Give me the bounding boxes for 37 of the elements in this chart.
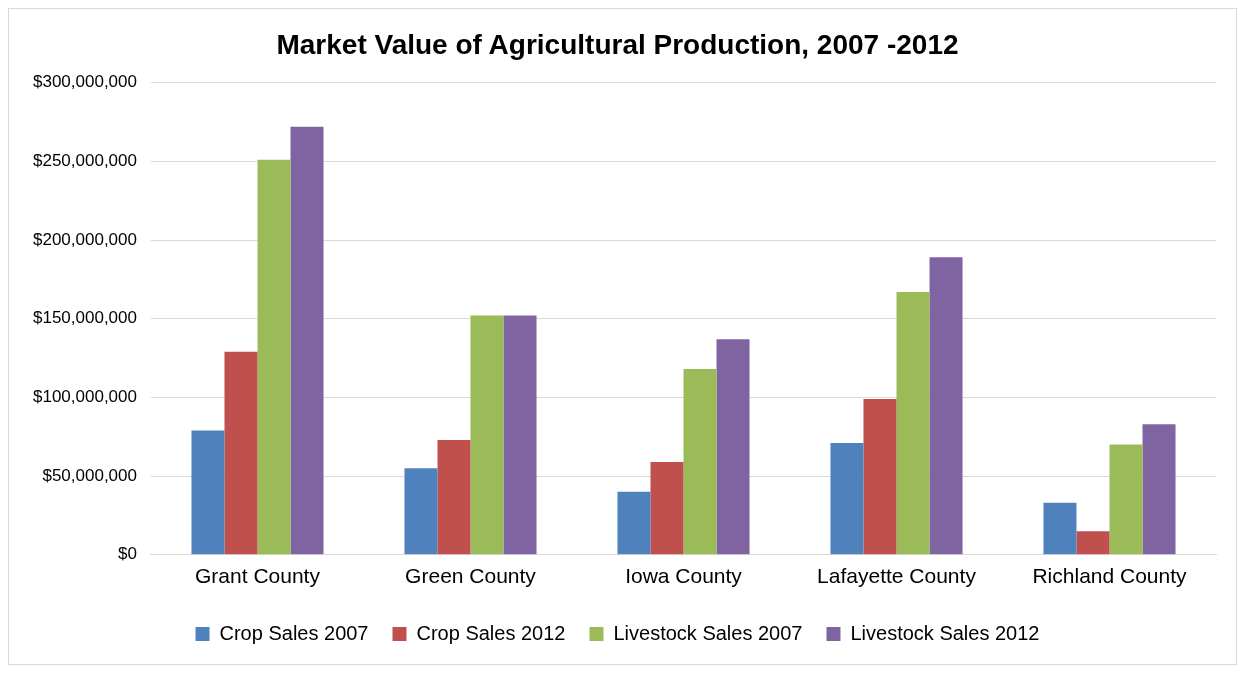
y-tick-label: $200,000,000 bbox=[32, 229, 137, 249]
chart-title: Market Value of Agricultural Production, 2007 -2012 bbox=[276, 28, 959, 60]
bar bbox=[716, 339, 750, 555]
legend-label: Livestock Sales 2007 bbox=[613, 621, 803, 644]
y-tick-label: $150,000,000 bbox=[32, 308, 137, 328]
bar bbox=[830, 443, 864, 555]
x-tick-label: Iowa County bbox=[625, 564, 743, 588]
bar bbox=[503, 315, 537, 555]
bar bbox=[437, 439, 471, 555]
bar bbox=[470, 315, 504, 555]
bar bbox=[896, 291, 930, 555]
y-tick-label: $250,000,000 bbox=[32, 150, 137, 170]
bar bbox=[191, 430, 225, 555]
x-tick-label: Grant County bbox=[195, 564, 321, 588]
x-tick-label: Lafayette County bbox=[817, 564, 977, 588]
bar bbox=[404, 468, 438, 555]
y-tick-label: $0 bbox=[118, 544, 137, 564]
legend-label: Livestock Sales 2012 bbox=[850, 621, 1040, 644]
y-tick-label: $100,000,000 bbox=[32, 387, 137, 407]
bar bbox=[1043, 502, 1077, 555]
y-tick-label: $50,000,000 bbox=[42, 465, 137, 485]
y-tick-label: $300,000,000 bbox=[32, 72, 137, 92]
bar bbox=[1142, 424, 1176, 555]
bar bbox=[257, 159, 291, 555]
bar bbox=[1109, 444, 1143, 555]
x-tick-label: Richland County bbox=[1032, 564, 1188, 588]
bar bbox=[929, 257, 963, 555]
bar bbox=[683, 369, 717, 555]
bar bbox=[863, 398, 897, 555]
legend-label: Crop Sales 2007 bbox=[219, 621, 369, 644]
bar bbox=[224, 351, 258, 555]
bar bbox=[617, 491, 651, 555]
bar bbox=[1076, 531, 1110, 555]
legend-label: Crop Sales 2012 bbox=[416, 621, 566, 644]
x-tick-label: Green County bbox=[405, 564, 537, 588]
bar bbox=[650, 461, 684, 555]
bar bbox=[290, 126, 324, 555]
